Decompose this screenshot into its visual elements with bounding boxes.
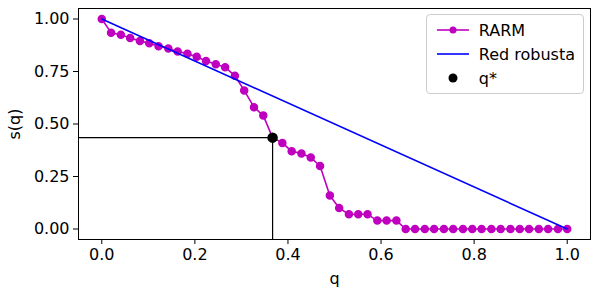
- svg-text:0.75: 0.75: [34, 62, 70, 81]
- svg-text:0.0: 0.0: [89, 245, 114, 264]
- svg-text:0.50: 0.50: [34, 114, 70, 133]
- svg-text:0.4: 0.4: [275, 245, 300, 264]
- html-text:RARM: RARM: [478, 20, 526, 40]
- html-text:q*: q*: [478, 68, 497, 88]
- svg-text:0.6: 0.6: [368, 245, 393, 264]
- svg-text:s(q): s(q): [5, 109, 24, 140]
- html-text:Red robusta: Red robusta: [478, 44, 575, 64]
- svg-text:1.0: 1.0: [555, 245, 580, 264]
- svg-text:0.8: 0.8: [461, 245, 486, 264]
- svg-text:q: q: [329, 269, 339, 288]
- svg-text:0.25: 0.25: [34, 167, 70, 186]
- svg-text:1.00: 1.00: [34, 9, 70, 28]
- svg-text:0.00: 0.00: [34, 219, 70, 238]
- svg-text:0.2: 0.2: [182, 245, 207, 264]
